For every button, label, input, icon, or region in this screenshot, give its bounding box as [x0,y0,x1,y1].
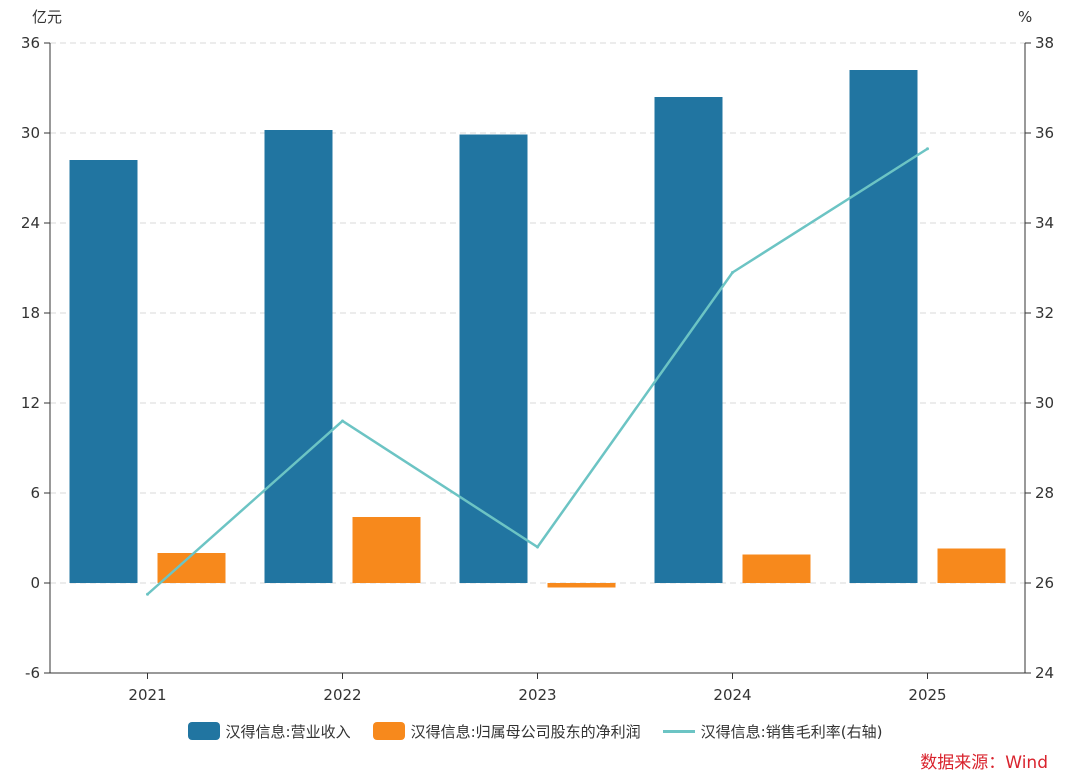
x-tick-label: 2024 [713,686,751,704]
bar-net-profit [352,517,421,583]
legend-item-net-profit[interactable]: 汉得信息:归属母公司股东的净利润 [372,721,641,742]
x-tick-label: 2021 [128,686,166,704]
x-tick-label: 2023 [518,686,556,704]
right-tick-label: 38 [1035,34,1054,52]
left-tick-label: 24 [21,214,40,232]
legend-item-revenue[interactable]: 汉得信息:营业收入 [187,721,351,742]
right-tick-label: 36 [1035,124,1054,142]
right-tick-label: 24 [1035,664,1054,682]
x-tick-label: 2025 [908,686,946,704]
left-tick-label: 0 [30,574,40,592]
chart: -6 0 6 12 18 24 30 36 24 26 28 30 32 34 36 38 亿元 % 2021 202… [21,8,1054,704]
left-tick-label: 12 [21,394,40,412]
left-tick-label: 18 [21,304,40,322]
legend-item-gross-margin[interactable]: 汉得信息:销售毛利率(右轴) [662,721,883,742]
legend-label-net-profit: 汉得信息:归属母公司股东的净利润 [410,722,641,741]
legend-swatch-gross-margin [662,729,695,733]
right-axis-unit: % [1018,8,1032,26]
left-tick-label: 6 [30,484,40,502]
left-tick-label: 30 [21,124,40,142]
line-point-gross-margin [731,271,734,274]
bar-revenue [264,130,333,583]
left-axis-unit: 亿元 [32,8,62,26]
right-tick-label: 32 [1035,304,1054,322]
left-tick-label: -6 [25,664,40,682]
right-tick-label: 26 [1035,574,1054,592]
bar-net-profit [937,548,1006,583]
legend-swatch-revenue [187,722,220,740]
line-point-gross-margin [536,545,539,549]
line-point-gross-margin [926,147,929,151]
right-tick-label: 34 [1035,214,1054,232]
bar-revenue [69,160,138,583]
legend-label-gross-margin: 汉得信息:销售毛利率(右轴) [700,722,883,741]
line-point-gross-margin [146,592,149,596]
line-point-gross-margin [341,419,344,423]
left-tick-label: 36 [21,34,40,52]
legend-swatch-net-profit [372,722,405,740]
bar-net-profit [742,554,811,583]
bar-net-profit [157,553,226,583]
data-source: 数据来源：Wind [920,753,1048,773]
bar-revenue [459,134,528,583]
right-tick-label: 30 [1035,394,1054,412]
legend: 汉得信息:营业收入 汉得信息:归属母公司股东的净利润 汉得信息:销售毛利率(右轴… [0,718,1070,744]
x-tick-label: 2022 [323,686,361,704]
bar-revenue [849,70,918,583]
bar-revenue [654,97,723,583]
bar-net-profit [547,583,616,588]
right-tick-label: 28 [1035,484,1054,502]
legend-label-revenue: 汉得信息:营业收入 [225,722,351,741]
